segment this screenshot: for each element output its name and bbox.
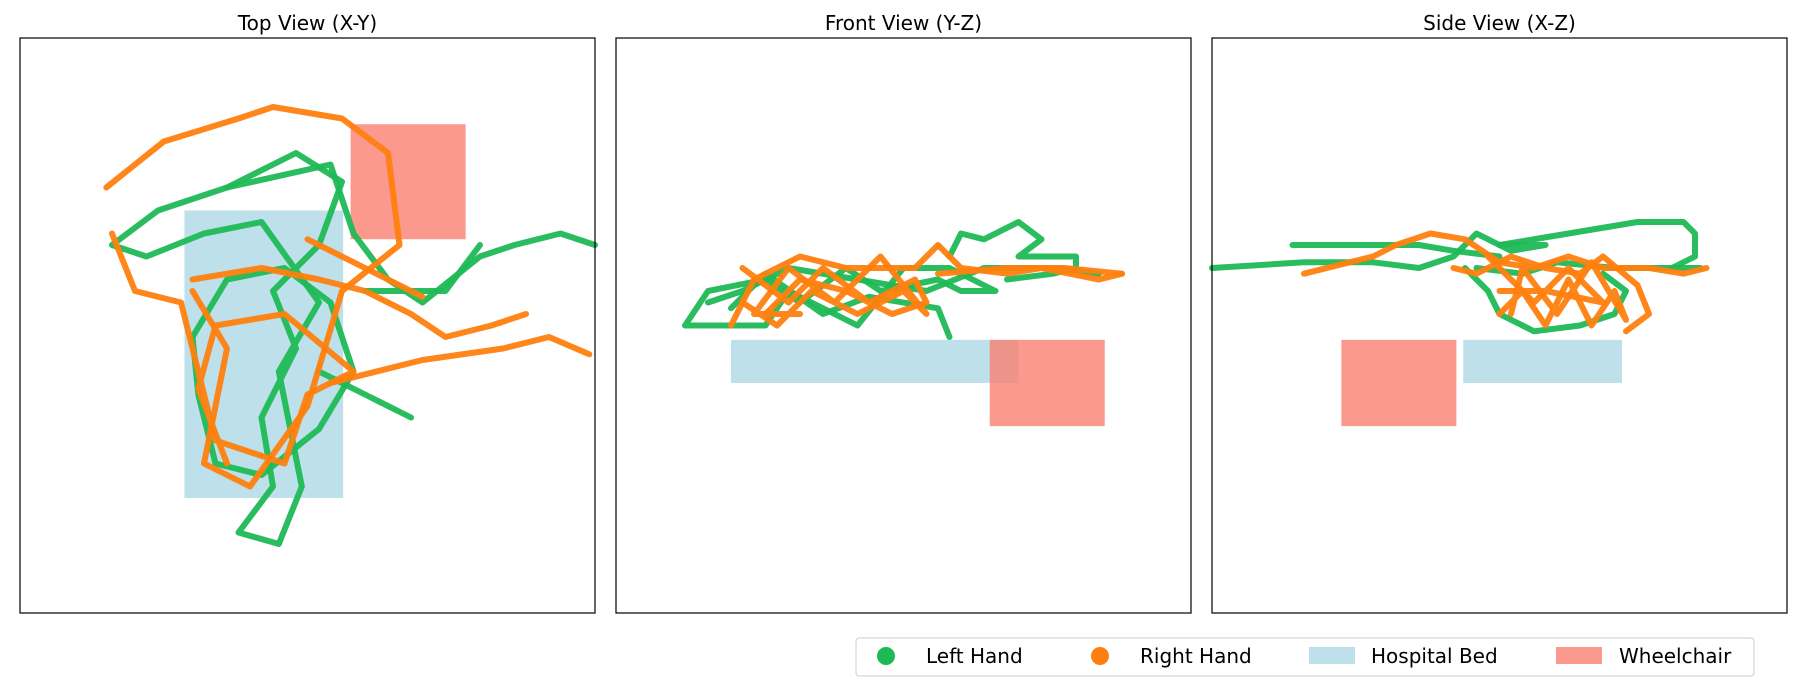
trajectory-right-hand-0 bbox=[103, 104, 403, 490]
trajectory-left-hand-3 bbox=[189, 265, 357, 478]
trajectory-right-hand-2 bbox=[1450, 253, 1652, 335]
trajectory-right-hand-2 bbox=[739, 265, 930, 317]
legend-label-left-hand: Left Hand bbox=[926, 644, 1023, 668]
legend-marker-right-hand bbox=[1091, 647, 1109, 665]
object-wheelchair bbox=[989, 339, 1105, 427]
legend-patch-hospital-bed bbox=[1309, 647, 1355, 664]
panel-front-view: Front View (Y-Z) bbox=[615, 11, 1192, 614]
panel-title: Front View (Y-Z) bbox=[825, 11, 982, 35]
trajectory-left-hand-3 bbox=[1462, 265, 1629, 335]
legend-label-right-hand: Right Hand bbox=[1140, 644, 1252, 668]
object-hospital-bed bbox=[1463, 339, 1622, 383]
legend: Left Hand Right Hand Hospital Bed Wheelc… bbox=[855, 637, 1755, 677]
panel-top-view: Top View (X-Y) bbox=[19, 11, 598, 614]
trajectory-right-hand-0 bbox=[1301, 230, 1710, 277]
plot-frame bbox=[615, 37, 1192, 614]
object-hospital-bed bbox=[731, 339, 1019, 383]
trajectory-right-hand-1 bbox=[189, 265, 529, 340]
objects-layer bbox=[1341, 339, 1622, 427]
legend-patch-wheelchair bbox=[1556, 647, 1602, 664]
object-wheelchair bbox=[350, 124, 466, 240]
legend-label-wheelchair: Wheelchair bbox=[1619, 644, 1732, 668]
trajectory-right-hand-3 bbox=[1485, 253, 1606, 306]
panel-title: Side View (X-Z) bbox=[1423, 11, 1576, 35]
object-wheelchair bbox=[1341, 339, 1457, 427]
objects-layer bbox=[731, 339, 1105, 427]
trajectory-right-hand-3 bbox=[935, 265, 1125, 277]
plot-frame bbox=[1211, 37, 1788, 614]
trajectory-right-hand-1 bbox=[739, 253, 930, 329]
legend-label-hospital-bed: Hospital Bed bbox=[1371, 644, 1498, 668]
series-layer bbox=[1209, 219, 1710, 335]
panel-title: Top View (X-Y) bbox=[237, 11, 377, 35]
panel-side-view: Side View (X-Z) bbox=[1209, 11, 1788, 614]
plot-frame bbox=[19, 37, 596, 614]
series-layer bbox=[682, 219, 1125, 340]
trajectory-left-hand-2 bbox=[362, 242, 483, 294]
trajectory-right-hand-3 bbox=[304, 236, 426, 300]
trajectory-right-hand-2 bbox=[109, 230, 357, 467]
trajectory-left-hand-1 bbox=[1289, 242, 1503, 260]
trajectory-left-hand-2 bbox=[1496, 219, 1698, 271]
legend-marker-left-hand bbox=[877, 647, 895, 665]
trajectory-right-hand-4 bbox=[327, 334, 593, 386]
trajectory-left-hand-0 bbox=[109, 150, 345, 547]
trajectory-left-hand-1 bbox=[224, 161, 598, 306]
trajectory-left-hand-0 bbox=[1209, 230, 1549, 271]
series-layer bbox=[103, 104, 598, 547]
legend-frame bbox=[855, 637, 1755, 677]
trajectory-right-hand-1 bbox=[1496, 259, 1629, 329]
